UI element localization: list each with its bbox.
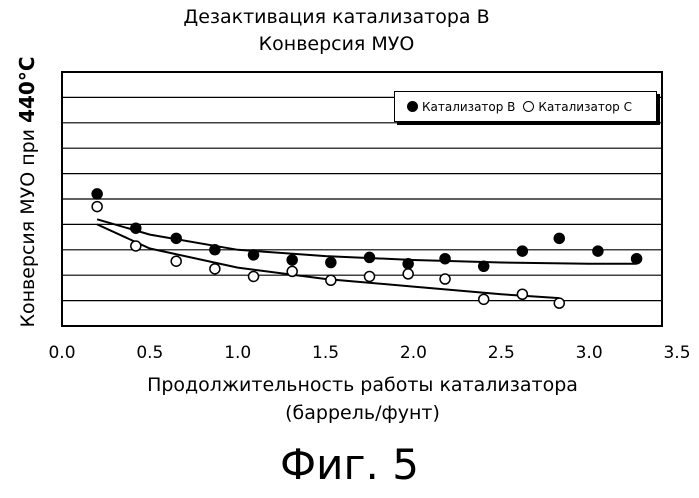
data-point-b xyxy=(517,246,527,256)
x-tick-label: 3.5 xyxy=(663,343,690,363)
data-point-c xyxy=(517,289,527,299)
data-point-c xyxy=(92,202,102,212)
x-tick-label: 0.5 xyxy=(136,343,163,363)
data-point-b xyxy=(287,255,297,265)
legend: Катализатор B Катализатор C xyxy=(394,91,657,122)
data-point-c xyxy=(287,266,297,276)
figure-caption: Фиг. 5 xyxy=(0,440,699,489)
data-point-b xyxy=(326,258,336,268)
x-tick-label: 1.0 xyxy=(224,343,251,363)
data-point-c xyxy=(440,274,450,284)
x-tick-label: 2.5 xyxy=(488,343,515,363)
data-point-c xyxy=(365,271,375,281)
legend-marker-filled-icon xyxy=(407,101,418,112)
data-point-c xyxy=(326,275,336,285)
data-point-c xyxy=(403,269,413,279)
x-tick-label: 3.0 xyxy=(576,343,603,363)
data-point-b xyxy=(593,246,603,256)
data-point-b xyxy=(440,254,450,264)
data-point-c xyxy=(171,256,181,266)
data-point-c xyxy=(554,298,564,308)
data-point-c xyxy=(210,264,220,274)
x-tick-label: 2.0 xyxy=(400,343,427,363)
data-point-b xyxy=(479,261,489,271)
grid xyxy=(62,97,662,300)
x-tick-label: 1.5 xyxy=(312,343,339,363)
x-axis-label-line1: Продолжительность работы катализатора xyxy=(0,374,699,396)
data-point-b xyxy=(554,233,564,243)
data-point-b xyxy=(365,252,375,262)
x-tick-label: 0.0 xyxy=(48,343,75,363)
data-point-b xyxy=(403,259,413,269)
data-point-b xyxy=(249,250,259,260)
data-point-b xyxy=(632,254,642,264)
data-point-c xyxy=(131,241,141,251)
legend-marker-open-icon xyxy=(523,101,534,112)
data-point-c xyxy=(249,271,259,281)
data-point-b xyxy=(131,223,141,233)
data-point-b xyxy=(210,245,220,255)
legend-label-b: Катализатор B xyxy=(422,100,515,114)
legend-label-c: Катализатор C xyxy=(538,100,632,114)
data-point-b xyxy=(171,233,181,243)
x-axis-label-line2: (баррель/фунт) xyxy=(0,402,699,424)
x-tick-labels: 0.0 0.5 1.0 1.5 2.0 2.5 3.0 3.5 xyxy=(48,343,690,363)
data-points xyxy=(92,189,641,308)
data-point-b xyxy=(92,189,102,199)
data-point-c xyxy=(479,294,489,304)
